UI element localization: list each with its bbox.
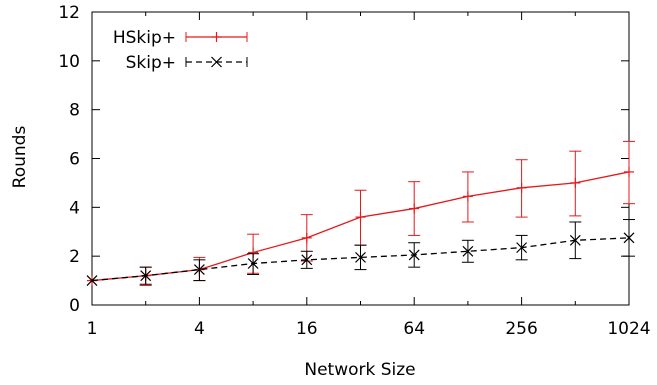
data-point	[86, 275, 98, 287]
data-point	[462, 191, 473, 202]
y-tick-label: 0	[69, 296, 80, 316]
data-point	[624, 166, 634, 177]
series-2	[86, 219, 635, 287]
y-axis-title: Rounds	[10, 126, 30, 189]
legend-entry-2: Skip+	[126, 53, 248, 73]
data-point	[462, 245, 474, 257]
data-point	[516, 242, 528, 254]
y-tick-label: 2	[69, 247, 80, 267]
series-layer	[86, 140, 635, 287]
legend-label: HSkip+	[113, 28, 176, 48]
data-point	[569, 234, 581, 246]
data-point	[516, 182, 527, 193]
x-tick-label: 256	[505, 319, 537, 339]
data-point	[193, 264, 205, 276]
x-axis-title: Network Size	[304, 360, 415, 380]
data-point	[355, 212, 366, 223]
legend-label: Skip+	[126, 53, 176, 73]
data-point	[408, 249, 420, 261]
y-tick-label: 8	[69, 101, 80, 121]
data-point	[140, 270, 152, 282]
x-tick-label: 1024	[607, 319, 650, 339]
data-point	[301, 254, 313, 266]
y-tick-label: 6	[69, 150, 80, 170]
legend-marker	[211, 56, 222, 68]
legend-marker	[211, 32, 222, 42]
y-tick-label: 12	[58, 3, 80, 23]
data-point	[301, 232, 312, 243]
y-tick-label: 4	[69, 198, 80, 218]
legend-entry-1: HSkip+	[113, 28, 248, 48]
x-tick-label: 64	[403, 319, 425, 339]
legend: HSkip+ Skip+	[113, 28, 248, 73]
y-tick-label: 10	[58, 52, 80, 72]
x-tick-label: 16	[296, 319, 318, 339]
data-point	[247, 258, 259, 269]
x-tick-label: 1	[87, 319, 98, 339]
data-point	[623, 232, 635, 244]
x-tick-label: 4	[194, 319, 205, 339]
y-axis: 0 2 4 6 8 10 12	[58, 3, 629, 316]
data-point	[409, 203, 420, 214]
x-axis: 1 4 16 64 256 1024	[87, 12, 651, 339]
series-1	[87, 140, 635, 286]
data-point	[570, 177, 581, 188]
data-point	[355, 251, 366, 263]
